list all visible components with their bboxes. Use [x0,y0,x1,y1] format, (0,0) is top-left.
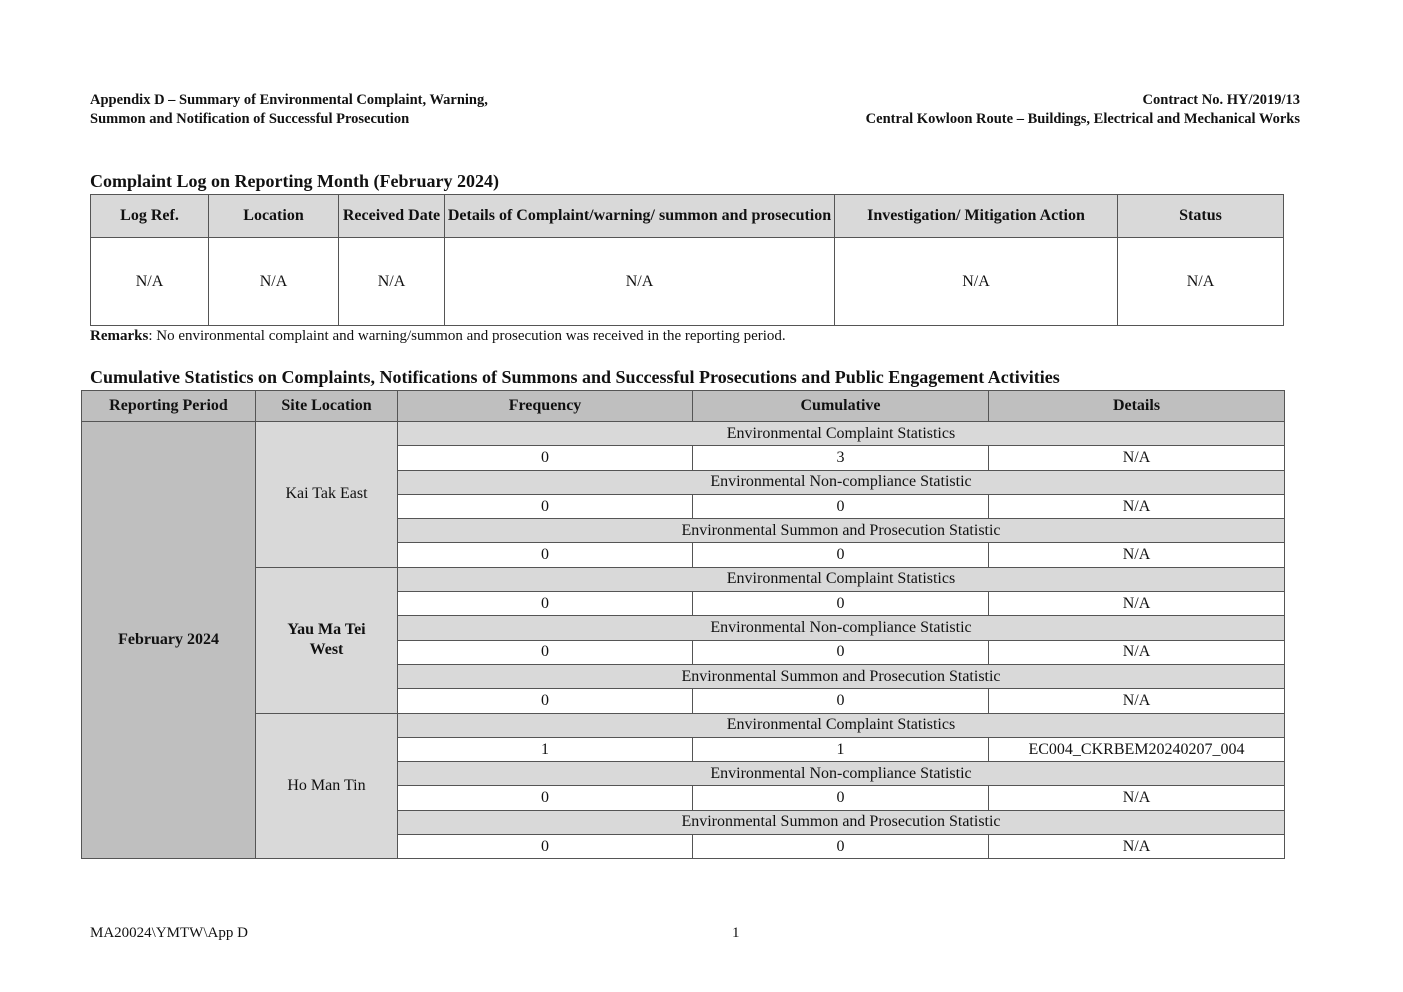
details-cell: N/A [988,785,1285,811]
table-row: 1 1 EC004_CKRBEM20240207_004 [82,736,1285,763]
cumulative-cell: 3 [692,445,989,471]
remarks-label: Remarks [90,328,149,344]
cumulative-cell: 0 [692,639,989,665]
cumulative-cell: 0 [692,785,989,811]
frequency-cell: 1 [397,736,693,763]
frequency-cell: 0 [397,445,693,471]
details-cell: N/A [988,834,1285,860]
category-row: Environmental Summon and Prosecution Sta… [82,518,1285,544]
cumulative-cell: 0 [692,834,989,860]
frequency-cell: 0 [397,834,693,860]
site-location-cell: Ho Man Tin [255,712,398,860]
table-row: 0 0 N/A [82,834,1285,860]
column-header: Frequency [397,390,693,422]
details-cell: N/A [988,445,1285,471]
cumulative-cell: 0 [692,591,989,617]
complaint-log-title: Complaint Log on Reporting Month (Februa… [90,171,499,191]
table-row: 0 0 N/A [82,542,1285,568]
details-cell: EC004_CKRBEM20240207_004 [988,736,1285,763]
cumulative-title: Cumulative Statistics on Complaints, Not… [90,367,1060,387]
reporting-period-cell: February 2024 [81,420,256,860]
column-header: Investigation/ Mitigation Action [834,194,1118,238]
cumulative-statistics-table: Reporting Period Site Location Frequency Cu… [81,390,1285,860]
cumulative-cell: 0 [692,688,989,714]
frequency-cell: 0 [397,542,693,568]
frequency-cell: 0 [397,785,693,811]
category-row: Environmental Non-compliance Statistic [82,615,1285,641]
site-location-cell: Yau Ma Tei West [255,566,398,714]
table-cell: N/A [444,237,835,326]
appendix-title-line1: Appendix D – Summary of Environmental Co… [90,92,488,108]
table-row: 0 0 N/A [82,591,1285,617]
statistic-category: Environmental Complaint Statistics [397,566,1285,593]
statistic-category: Environmental Non-compliance Statistic [397,761,1285,787]
category-row: Environmental Summon and Prosecution Sta… [82,809,1285,836]
page-number: 1 [732,925,740,941]
column-header: Status [1117,194,1284,238]
table-row: 0 0 N/A [82,785,1285,811]
table-cell: N/A [338,237,445,326]
details-cell: N/A [988,688,1285,714]
table-cell: N/A [208,237,339,326]
category-row: Yau Ma Tei West Environmental Complaint S… [82,566,1285,714]
statistic-category: Environmental Summon and Prosecution Sta… [397,663,1285,690]
document-reference: MA20024\YMTW\App D [90,925,248,941]
statistic-category: Environmental Summon and Prosecution Sta… [397,518,1285,544]
site-location-cell: Kai Tak East [255,421,398,568]
frequency-cell: 0 [397,639,693,665]
details-cell: N/A [988,591,1285,617]
category-row: Environmental Non-compliance Statistic [82,469,1285,495]
contract-name: Central Kowloon Route – Buildings, Elect… [865,111,1300,127]
remarks-text: : No environmental complaint and warning… [148,328,786,344]
cumulative-cell: 1 [692,736,989,763]
appendix-title-line2: Summon and Notification of Successful Pr… [90,111,410,127]
cumulative-cell: 0 [692,542,989,568]
table-row: 0 0 N/A [82,493,1285,520]
column-header: Log Ref. [90,194,209,238]
frequency-cell: 0 [397,688,693,714]
statistic-category: Environmental Non-compliance Statistic [397,469,1285,495]
statistic-category: Environmental Complaint Statistics [397,420,1285,447]
frequency-cell: 0 [397,493,693,520]
contract-number: Contract No. HY/2019/13 [1142,92,1300,108]
table-cell: N/A [1117,237,1284,326]
column-header: Reporting Period [81,390,256,422]
category-row: Environmental Summon and Prosecution Sta… [82,663,1285,690]
column-header: Cumulative [692,390,989,422]
table-row: 0 3 N/A [82,445,1285,471]
statistic-category: Environmental Summon and Prosecution Sta… [397,809,1285,836]
table-cell: N/A [834,237,1118,326]
remarks: Remarks: No environmental complaint and … [90,328,786,345]
appendix-title: Appendix D – Summary of Environmental Co… [90,91,488,129]
statistic-category: Environmental Non-compliance Statistic [397,615,1285,641]
frequency-cell: 0 [397,591,693,617]
table-cell: N/A [90,237,209,326]
details-cell: N/A [988,542,1285,568]
details-cell: N/A [988,639,1285,665]
complaint-log-table: Log Ref. Location Received Date Details of … [90,194,1284,326]
column-header: Received Date [338,194,445,238]
statistic-category: Environmental Complaint Statistics [397,712,1285,738]
column-header: Site Location [255,390,398,422]
cumulative-cell: 0 [692,493,989,520]
column-header: Details [988,390,1285,422]
contract-info: Contract No. HY/2019/13 Central Kowloon … [866,91,1300,129]
table-row: 0 0 N/A [82,688,1285,714]
category-row: Ho Man Tin Environmental Complaint Statis… [82,712,1285,860]
category-row: February 2024 Kai Tak East Environmental C… [81,420,1285,860]
column-header: Details of Complaint/warning/ summon and… [444,194,835,238]
table-row: 0 0 N/A [82,639,1285,665]
details-cell: N/A [988,493,1285,520]
column-header: Location [208,194,339,238]
